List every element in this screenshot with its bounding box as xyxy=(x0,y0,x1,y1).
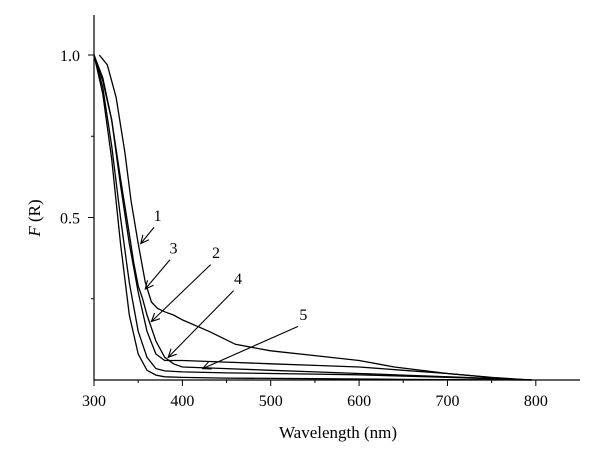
x-axis-title: Wavelength (nm) xyxy=(279,423,397,442)
curve-1 xyxy=(98,54,532,381)
x-tick-label: 500 xyxy=(259,393,283,410)
axis-labels: Wavelength (nm) F (R) xyxy=(25,199,397,442)
y-axis-title-italic: F xyxy=(25,226,44,238)
annotation-label-5: 5 xyxy=(299,307,307,324)
axes: 300 400 500 600 700 800 0.5 1.0 xyxy=(60,15,580,410)
x-tick-label: 600 xyxy=(347,393,371,410)
curve-3 xyxy=(93,54,532,381)
annotation-label-3: 3 xyxy=(170,240,178,257)
arrow-1 xyxy=(140,226,155,244)
y-tick-label: 0.5 xyxy=(60,211,80,228)
arrow-3 xyxy=(144,259,171,290)
annotation-label-2: 2 xyxy=(212,245,220,262)
y-tick-label: 1.0 xyxy=(60,48,80,65)
annotation-label-4: 4 xyxy=(234,271,242,288)
arrow-5 xyxy=(202,325,299,370)
arrowhead-3 xyxy=(144,280,154,290)
arrow-4 xyxy=(167,290,235,358)
arrowhead-5 xyxy=(201,361,212,370)
y-axis-title: F (R) xyxy=(25,199,44,237)
x-tick-label: 300 xyxy=(82,393,106,410)
y-axis-title-rest: (R) xyxy=(25,199,44,226)
arrowhead-4 xyxy=(167,348,177,359)
x-tick-label: 800 xyxy=(524,393,548,410)
curve-5 xyxy=(93,54,532,381)
arrowhead-1 xyxy=(140,234,150,245)
arrowhead-2 xyxy=(150,312,161,323)
curve-4 xyxy=(93,54,532,381)
annotation-label-1: 1 xyxy=(154,208,162,225)
arrow-2 xyxy=(151,264,212,322)
annotations: 13 24 5 xyxy=(140,208,307,370)
curve-2 xyxy=(93,54,532,381)
curves xyxy=(93,54,532,381)
x-tick-label: 700 xyxy=(435,393,459,410)
x-tick-label: 400 xyxy=(170,393,194,410)
